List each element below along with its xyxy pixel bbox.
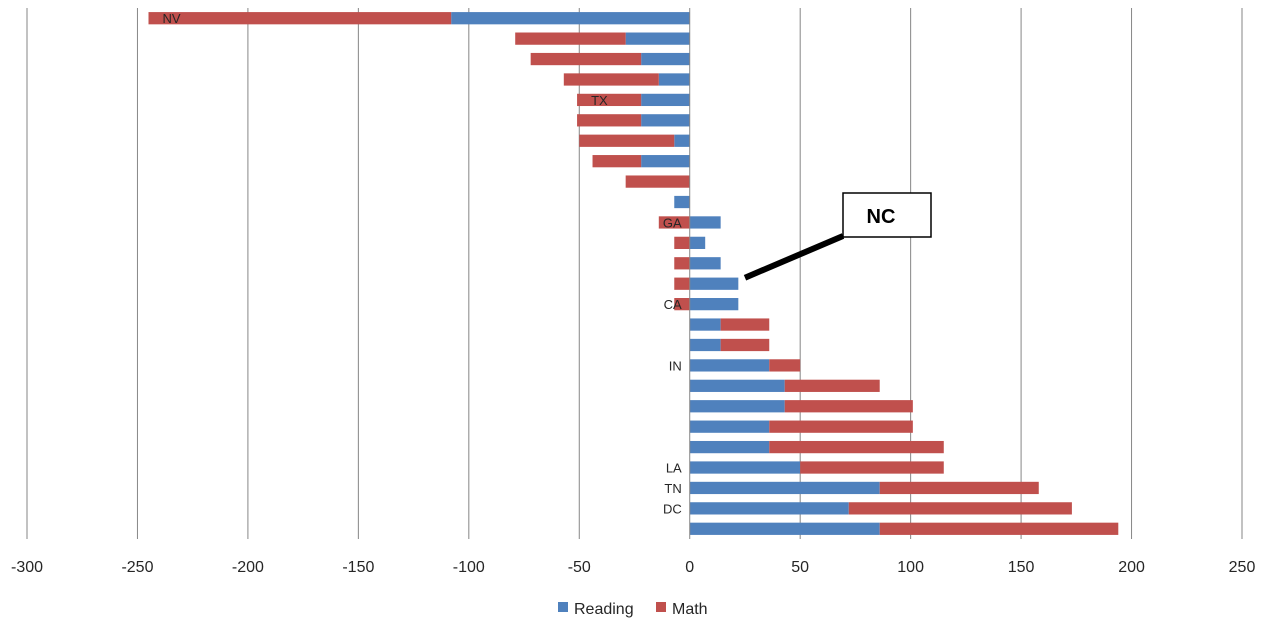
x-tick-label: -50 (568, 559, 591, 576)
bar-math (530, 52, 642, 66)
bar-math (577, 93, 642, 107)
bar-reading (689, 420, 770, 433)
x-tick-label: 150 (1008, 559, 1035, 576)
callout-label: NC (867, 206, 896, 228)
legend-swatch-reading (558, 602, 568, 612)
category-label: IN (669, 358, 682, 373)
bar-math (515, 32, 626, 45)
x-tick-label: -250 (121, 559, 153, 576)
bar-math (769, 420, 913, 433)
bar-reading (689, 379, 785, 392)
bar-reading (689, 400, 785, 413)
category-label: NV (163, 11, 181, 26)
legend-label-math: Math (672, 601, 708, 618)
bar-math (769, 440, 944, 454)
bar-reading (689, 522, 880, 535)
bar-reading (451, 12, 690, 25)
callout-box (842, 192, 932, 238)
callout-pointer (743, 233, 845, 281)
gridlines (26, 8, 1243, 539)
bar-math (848, 502, 1072, 515)
bar-math (658, 216, 690, 229)
bar-reading (641, 52, 690, 66)
x-tick-label: 50 (791, 559, 809, 576)
bar-math (720, 338, 770, 352)
bar-math (784, 379, 880, 392)
bar-reading (641, 93, 690, 107)
bar-reading (689, 440, 770, 454)
bars (148, 12, 1119, 535)
bar-math (674, 298, 690, 311)
bar-reading (641, 114, 690, 127)
bar-math (625, 175, 690, 188)
bar-math (674, 277, 690, 290)
bar-math (879, 481, 1039, 495)
x-tick-label: 250 (1229, 559, 1256, 576)
bar-math (674, 257, 690, 270)
bar-reading (658, 73, 690, 86)
bar-reading (674, 134, 690, 147)
bar-reading (689, 277, 739, 290)
bar-reading (689, 298, 739, 311)
bar-math (879, 522, 1119, 535)
legend-swatch-math (656, 602, 666, 612)
bar-math (148, 12, 452, 25)
bar-reading (641, 155, 690, 168)
bar-math (800, 461, 944, 474)
x-tick-label: 100 (897, 559, 924, 576)
bar-reading (689, 502, 849, 515)
x-tick-label: -300 (11, 559, 43, 576)
nc-callout: NC (743, 192, 932, 281)
x-tick-label: 200 (1118, 559, 1145, 576)
bar-math (577, 114, 642, 127)
bar-math (720, 318, 770, 331)
category-label: TX (591, 93, 608, 108)
legend: Reading Math (558, 601, 708, 618)
bar-math (784, 400, 913, 413)
x-tick-label: -100 (453, 559, 485, 576)
bar-reading (674, 195, 690, 209)
category-label: LA (666, 461, 682, 476)
bar-reading (689, 359, 770, 372)
bar-reading (689, 216, 721, 229)
x-tick-label: -150 (342, 559, 374, 576)
bar-reading (689, 338, 721, 352)
category-label: TN (664, 481, 681, 496)
bar-reading (689, 481, 880, 495)
bar-reading (689, 236, 706, 249)
bar-math (592, 155, 642, 168)
bar-math (579, 134, 675, 147)
x-tick-label: 0 (685, 559, 694, 576)
category-label: GA (663, 215, 682, 230)
x-axis-ticks: -300 -250 -200 -150 -100 -50 0 50 100 150 200 250 (11, 559, 1255, 576)
bar-reading (689, 318, 721, 331)
category-labels: NV TX GA CA IN LA TN DC (163, 11, 683, 516)
bar-reading (625, 32, 690, 45)
x-tick-label: -200 (232, 559, 264, 576)
bar-math (674, 236, 690, 249)
bar-math (563, 73, 659, 86)
bar-reading (689, 461, 801, 474)
legend-label-reading: Reading (574, 601, 634, 618)
category-label: CA (664, 297, 682, 312)
bar-math (769, 359, 801, 372)
bar-reading (689, 257, 721, 270)
category-label: DC (663, 501, 682, 516)
